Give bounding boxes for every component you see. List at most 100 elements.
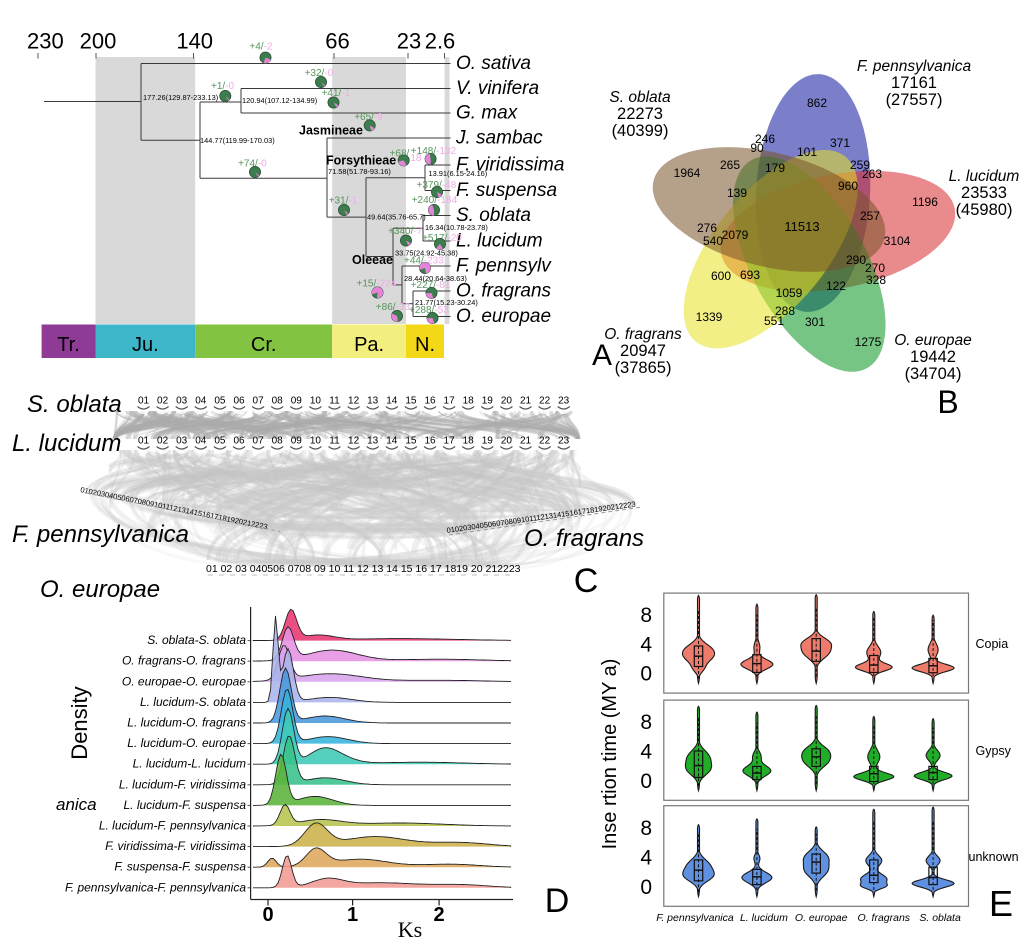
svg-text:263: 263 [862, 167, 882, 181]
svg-text:Ks: Ks [398, 917, 422, 942]
svg-text:O. europae: O. europae [40, 576, 160, 603]
svg-text:Copia: Copia [976, 637, 1009, 651]
svg-text:2: 2 [434, 904, 445, 926]
svg-text:L. lucidum-F. viridissima: L. lucidum-F. viridissima [119, 777, 246, 791]
svg-text:J. sambac: J. sambac [455, 128, 543, 149]
svg-text:17: 17 [444, 396, 456, 407]
svg-text:A: A [592, 339, 612, 372]
svg-text:12: 12 [348, 436, 360, 447]
svg-text:L. lucidum-F. pennsylvanica: L. lucidum-F. pennsylvanica [99, 819, 247, 833]
svg-text:259: 259 [850, 158, 870, 172]
svg-text:03: 03 [176, 396, 188, 407]
svg-text:276: 276 [697, 221, 717, 235]
svg-text:23: 23 [558, 436, 570, 447]
svg-text:15: 15 [405, 436, 417, 447]
svg-text:L. lucidum-O. europae: L. lucidum-O. europae [127, 736, 246, 750]
svg-text:05: 05 [214, 396, 226, 407]
svg-text:Tr.: Tr. [57, 334, 80, 356]
svg-text:1059: 1059 [776, 286, 803, 300]
svg-text:F. pennsylvanica-F. pennsylvan: F. pennsylvanica-F. pennsylvanica [65, 880, 246, 894]
svg-text:E: E [989, 883, 1013, 924]
svg-text:8: 8 [640, 604, 652, 627]
svg-text:N.: N. [415, 334, 435, 356]
svg-text:16.34(10.78-23.78): 16.34(10.78-23.78) [425, 223, 488, 232]
svg-text:11: 11 [329, 436, 340, 447]
svg-text:49.64(35.76-65.7): 49.64(35.76-65.7) [367, 213, 426, 222]
svg-text:+65/-9: +65/-9 [354, 112, 383, 123]
svg-text:139: 139 [727, 186, 747, 200]
svg-text:F. pennsylvanica: F. pennsylvanica [656, 912, 734, 924]
svg-text:21.77(15.23-30.24): 21.77(15.23-30.24) [415, 298, 478, 307]
svg-text:S. oblata: S. oblata [609, 89, 671, 106]
svg-text:01: 01 [138, 396, 150, 407]
svg-text:90: 90 [750, 141, 764, 155]
svg-text:4: 4 [640, 847, 652, 870]
svg-text:L. lucidum: L. lucidum [456, 231, 543, 252]
svg-text:3104: 3104 [884, 234, 911, 248]
svg-text:19: 19 [482, 436, 494, 447]
svg-text:17161: 17161 [891, 74, 937, 92]
svg-text:F. suspensa: F. suspensa [456, 180, 557, 201]
svg-text:693: 693 [740, 268, 760, 282]
svg-text:Density: Density [67, 686, 92, 759]
svg-text:+517/-20: +517/-20 [422, 233, 462, 244]
svg-text:540: 540 [703, 234, 723, 248]
svg-text:16: 16 [424, 436, 436, 447]
svg-text:B: B [937, 384, 958, 420]
svg-text:328: 328 [866, 273, 886, 287]
svg-text:01 02 03 040506 0708 09 10 11: 01 02 03 040506 0708 09 10 11 12 13 14 1… [206, 563, 521, 575]
svg-text:Pa.: Pa. [354, 334, 384, 356]
svg-text:S. oblata: S. oblata [27, 391, 122, 418]
svg-text:0: 0 [640, 663, 652, 686]
svg-text:33.75(24.92-45.38): 33.75(24.92-45.38) [395, 249, 458, 258]
svg-text:371: 371 [830, 136, 850, 150]
svg-text:230: 230 [27, 29, 64, 54]
svg-text:13: 13 [367, 396, 379, 407]
svg-text:18: 18 [463, 436, 475, 447]
svg-text:14: 14 [386, 436, 398, 447]
svg-text:F. pennsylv: F. pennsylv [456, 256, 552, 277]
svg-text:4: 4 [640, 741, 652, 764]
svg-text:+240/-184: +240/-184 [412, 195, 458, 206]
svg-text:L. lucidum: L. lucidum [12, 430, 121, 457]
svg-text:F. suspensa-F. suspensa: F. suspensa-F. suspensa [114, 860, 246, 874]
svg-text:L. lucidum-S. oblata: L. lucidum-S. oblata [140, 695, 246, 709]
svg-text:04: 04 [195, 396, 207, 407]
svg-text:D: D [545, 882, 570, 920]
svg-text:101: 101 [797, 145, 817, 159]
svg-text:18: 18 [463, 396, 475, 407]
svg-text:301: 301 [805, 315, 825, 329]
svg-text:0: 0 [640, 876, 652, 899]
svg-text:Oleeae: Oleeae [352, 253, 393, 267]
svg-text:12: 12 [348, 396, 360, 407]
svg-text:23: 23 [558, 396, 570, 407]
svg-text:13.91(6.15-24.16): 13.91(6.15-24.16) [429, 169, 488, 178]
svg-text:Ju.: Ju. [132, 334, 159, 356]
svg-text:19442: 19442 [910, 348, 956, 366]
svg-text:(37865): (37865) [615, 359, 672, 377]
svg-text:02: 02 [157, 436, 169, 447]
svg-text:01: 01 [138, 436, 150, 447]
svg-text:+4/-2: +4/-2 [249, 42, 273, 53]
svg-text:Inse rtion time (MY a): Inse rtion time (MY a) [599, 659, 621, 850]
svg-text:unknown: unknown [969, 850, 1019, 864]
svg-text:Gypsy: Gypsy [976, 744, 1012, 758]
svg-text:13: 13 [367, 436, 379, 447]
svg-text:66: 66 [325, 29, 349, 54]
svg-text:+86/-33: +86/-33 [376, 302, 411, 313]
svg-text:19: 19 [482, 396, 494, 407]
svg-text:09: 09 [291, 396, 303, 407]
svg-text:03: 03 [176, 436, 188, 447]
svg-text:O. europae: O. europae [456, 306, 551, 327]
svg-text:08: 08 [272, 436, 284, 447]
svg-text:O. fragrans: O. fragrans [524, 525, 644, 552]
svg-text:8: 8 [640, 711, 652, 734]
svg-text:551: 551 [764, 314, 784, 328]
svg-text:07: 07 [253, 436, 265, 447]
svg-text:O. fragrans: O. fragrans [604, 326, 682, 343]
svg-text:O. europae-O. europae: O. europae-O. europae [122, 674, 246, 688]
svg-text:+340/-7: +340/-7 [388, 226, 423, 237]
svg-text:G. max: G. max [456, 103, 519, 124]
svg-text:265: 265 [720, 158, 740, 172]
svg-text:862: 862 [807, 96, 827, 110]
